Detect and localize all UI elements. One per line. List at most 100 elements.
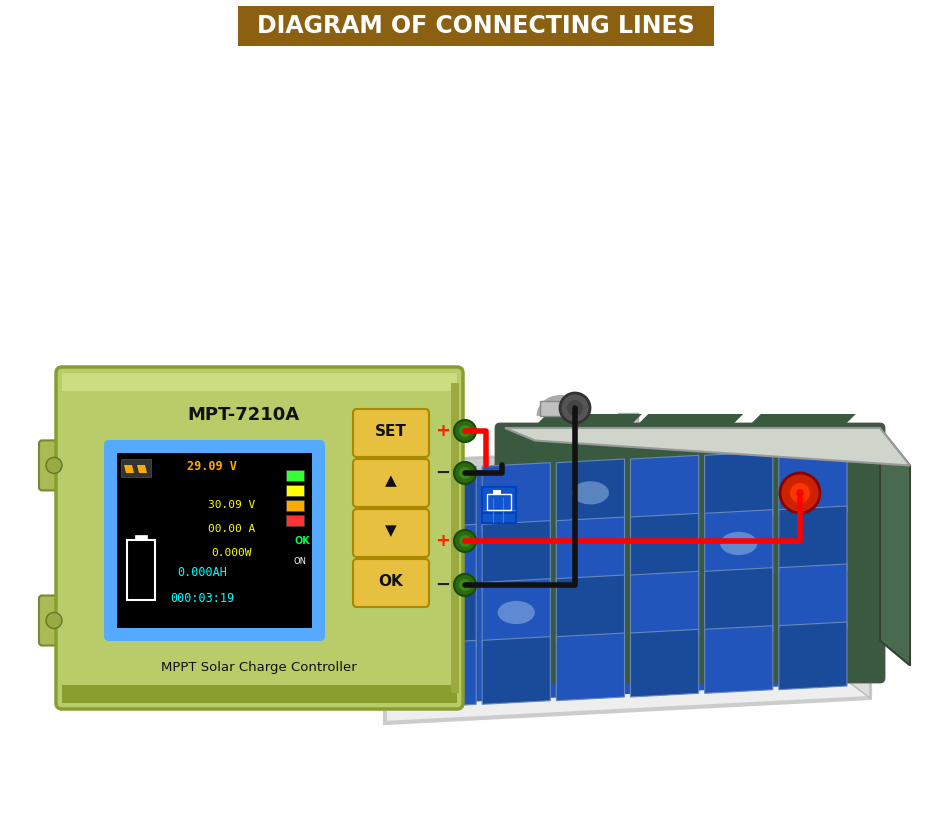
FancyBboxPatch shape [62,373,457,391]
Polygon shape [380,496,869,583]
FancyBboxPatch shape [39,596,69,646]
Text: OK: OK [378,573,403,588]
Ellipse shape [574,532,596,548]
Text: +: + [435,532,450,550]
FancyBboxPatch shape [482,497,515,523]
Polygon shape [482,636,549,705]
Polygon shape [704,510,772,577]
Ellipse shape [640,497,662,513]
Text: 000:03:19: 000:03:19 [169,591,234,605]
Circle shape [46,612,62,629]
Text: MPPT Solar Charge Controller: MPPT Solar Charge Controller [161,661,356,675]
Polygon shape [630,513,698,581]
Ellipse shape [442,500,464,516]
Bar [286,515,304,526]
Ellipse shape [745,492,767,509]
Polygon shape [704,567,772,636]
FancyBboxPatch shape [352,409,428,457]
Text: 00.00 A: 00.00 A [208,524,255,534]
Polygon shape [556,633,624,701]
FancyBboxPatch shape [495,424,883,682]
Bar [135,535,147,540]
Text: OK: OK [295,536,310,546]
Bar [380,558,869,588]
Text: SET: SET [375,423,407,438]
Circle shape [46,457,62,473]
FancyBboxPatch shape [352,509,428,557]
Ellipse shape [705,500,728,516]
Polygon shape [704,626,772,693]
Ellipse shape [571,481,608,505]
Ellipse shape [838,512,860,528]
Bar [486,494,510,510]
Polygon shape [849,438,869,698]
Polygon shape [505,428,909,466]
Polygon shape [556,517,624,585]
Bar [286,485,304,496]
Polygon shape [482,521,549,588]
Ellipse shape [812,501,834,516]
Ellipse shape [600,500,622,516]
Polygon shape [636,414,743,426]
Ellipse shape [693,493,715,510]
Polygon shape [482,579,549,646]
Polygon shape [778,506,846,574]
Ellipse shape [388,502,410,518]
Bar [238,6,713,46]
Ellipse shape [626,512,648,528]
Ellipse shape [534,501,556,517]
Polygon shape [407,466,476,534]
Ellipse shape [824,542,847,558]
Polygon shape [556,575,624,643]
Polygon shape [137,465,147,473]
Ellipse shape [719,542,741,558]
Polygon shape [778,564,846,631]
Polygon shape [704,451,772,519]
Polygon shape [385,438,869,473]
Ellipse shape [759,516,781,532]
Ellipse shape [561,521,583,537]
Text: 🔒: 🔒 [290,601,297,611]
Ellipse shape [415,516,437,532]
Text: 30.09 V: 30.09 V [208,500,255,510]
Ellipse shape [666,521,688,538]
Text: 0.000AH: 0.000AH [177,566,227,580]
FancyBboxPatch shape [352,459,428,507]
Polygon shape [534,414,642,426]
Polygon shape [124,465,134,473]
Ellipse shape [613,541,635,556]
FancyBboxPatch shape [56,367,463,709]
Circle shape [453,462,475,484]
Polygon shape [385,438,869,723]
Ellipse shape [455,522,477,538]
Ellipse shape [587,491,609,507]
Text: −: − [435,576,450,594]
Bar [117,453,311,628]
Ellipse shape [402,533,424,549]
FancyBboxPatch shape [62,685,457,703]
Ellipse shape [428,506,450,521]
Circle shape [779,473,819,513]
Ellipse shape [732,512,754,528]
Bar [540,401,580,416]
Text: ▼: ▼ [385,523,396,538]
Circle shape [459,467,470,479]
Circle shape [453,420,475,442]
Bar [286,500,304,511]
Ellipse shape [799,496,821,512]
Ellipse shape [521,514,543,530]
Circle shape [453,574,475,596]
Bar [617,413,637,588]
Circle shape [453,530,475,552]
Ellipse shape [653,511,675,527]
Polygon shape [879,428,909,666]
Text: ▲: ▲ [385,473,396,488]
Polygon shape [748,414,855,426]
FancyBboxPatch shape [104,440,325,641]
Polygon shape [630,630,698,697]
Circle shape [795,489,803,497]
Polygon shape [778,448,846,516]
Ellipse shape [680,528,702,544]
FancyBboxPatch shape [482,487,515,513]
Circle shape [459,535,470,547]
